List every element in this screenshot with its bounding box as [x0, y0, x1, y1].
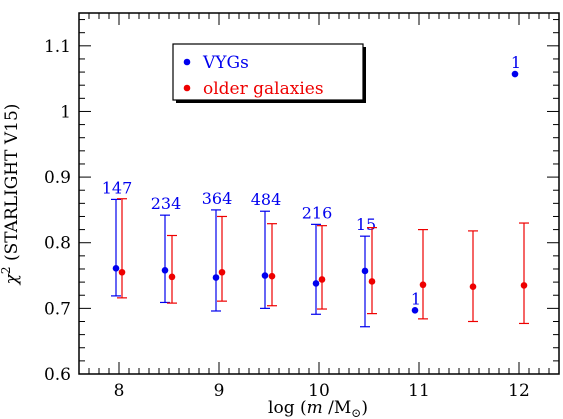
- vyg-count-label: 1: [511, 53, 521, 72]
- older-galaxy-point: [469, 283, 477, 291]
- older-galaxy-point: [318, 276, 326, 283]
- y-axis-label-superscript: 2: [0, 266, 13, 274]
- tick-layer: 8 9 10 11 120.60.70.80.911.1: [44, 13, 560, 401]
- x-axis-label-variable: m: [307, 398, 323, 418]
- y-axis-label-symbol: χ: [2, 272, 22, 285]
- x-tick-label: 11: [408, 381, 430, 401]
- legend-marker-vygs: [183, 58, 191, 66]
- x-tick-label: 10: [308, 381, 330, 401]
- vyg-count-label: 364: [202, 189, 233, 208]
- x-tick-label: 9: [214, 381, 225, 401]
- vyg-count-label: 15: [356, 215, 376, 234]
- vyg-count-label: 234: [151, 194, 182, 213]
- x-axis-label: log (m /M⊙): [268, 398, 368, 419]
- data-layer: 147 234 364 484 216 15 1 1: [102, 53, 529, 328]
- y-tick-label: 0.9: [44, 168, 71, 188]
- older-galaxy-point: [268, 272, 276, 280]
- vyg-point: [312, 280, 320, 287]
- legend-box: [172, 43, 364, 101]
- x-axis-label-suffix: ): [361, 398, 368, 418]
- vyg-point: [361, 267, 369, 275]
- vyg-point: [112, 265, 120, 272]
- y-tick-label: 1: [60, 102, 71, 122]
- x-tick-label: 8: [114, 381, 125, 401]
- vyg-count-label: 484: [251, 190, 282, 209]
- legend-label-vygs: VYGs: [202, 53, 249, 73]
- vyg-point: [511, 70, 519, 78]
- older-galaxy-point: [118, 268, 126, 276]
- legend-label-older-galaxies: older galaxies: [203, 79, 324, 99]
- vyg-point: [411, 307, 419, 314]
- y-tick-label: 0.7: [44, 299, 71, 319]
- x-axis-label-subscript: ⊙: [351, 406, 361, 419]
- y-axis-label: χ2 (STARLIGHT V15): [0, 104, 22, 286]
- y-tick-label: 0.6: [44, 365, 71, 385]
- y-axis-label-text: (STARLIGHT V15): [2, 104, 22, 267]
- x-axis-label-prefix: log (: [268, 398, 307, 418]
- older-galaxy-point: [168, 273, 176, 281]
- vyg-point: [161, 266, 169, 274]
- y-tick-label: 0.8: [44, 234, 71, 254]
- vyg-count-label: 1: [411, 289, 421, 308]
- vyg-count-label: 147: [102, 178, 133, 197]
- x-axis-label-unit: /M: [323, 398, 352, 418]
- plot-frame: [78, 12, 560, 375]
- older-galaxy-point: [419, 281, 427, 289]
- older-galaxy-point: [520, 282, 528, 289]
- older-galaxy-point: [368, 278, 376, 285]
- older-galaxy-point: [218, 268, 226, 276]
- legend: VYGs older galaxies: [172, 43, 366, 103]
- vyg-point: [261, 272, 269, 279]
- y-tick-label: 1.1: [44, 37, 71, 57]
- vyg-point: [212, 274, 220, 281]
- vyg-count-label: 216: [302, 203, 333, 222]
- x-tick-label: 12: [508, 381, 530, 401]
- legend-marker-older-galaxies: [183, 84, 191, 92]
